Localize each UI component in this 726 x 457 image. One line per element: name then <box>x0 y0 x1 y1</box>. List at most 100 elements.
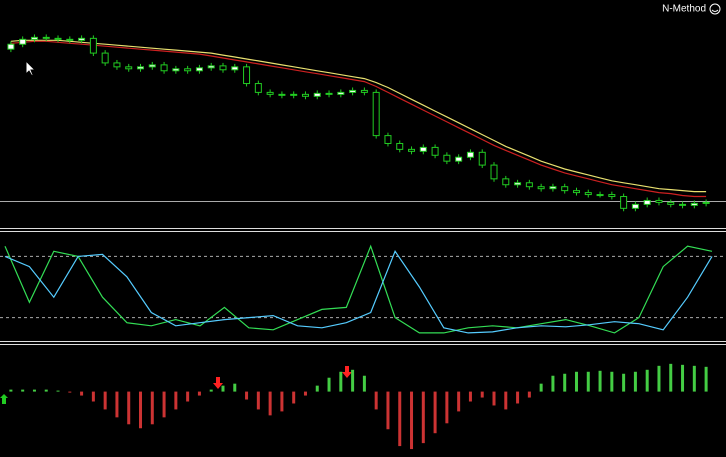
histogram-bar <box>56 390 60 392</box>
histogram-bar <box>115 391 119 418</box>
histogram-bar <box>598 370 602 392</box>
candle-body <box>254 83 262 93</box>
candle-body <box>419 146 427 152</box>
candle-body <box>7 43 15 50</box>
candle-body <box>572 190 580 194</box>
candle-body <box>455 156 463 162</box>
histogram-bar <box>80 391 84 396</box>
histogram-bar <box>315 385 319 392</box>
histogram-bar <box>410 391 414 450</box>
candle-body <box>431 146 439 156</box>
histogram-bar <box>139 391 143 429</box>
histogram-bar <box>563 373 567 392</box>
histogram-bar <box>374 391 378 410</box>
candle-body <box>690 202 698 206</box>
histogram-bar <box>551 375 555 392</box>
histogram-bar <box>197 391 201 396</box>
histogram-bar <box>480 391 484 398</box>
oscillator-line <box>4 250 713 334</box>
histogram-bar <box>516 391 520 404</box>
cursor <box>25 59 37 77</box>
candle-body <box>549 186 557 190</box>
candle-body <box>643 199 651 205</box>
candle-body <box>537 186 545 190</box>
histogram-bar <box>209 389 213 392</box>
candle-body <box>243 66 251 85</box>
candle-body <box>514 182 522 186</box>
candle-body <box>608 194 616 198</box>
histogram-bar <box>233 383 237 392</box>
candle-body <box>313 92 321 97</box>
down-arrow <box>213 377 223 389</box>
candle-body <box>278 93 286 96</box>
histogram-bar <box>610 371 614 392</box>
candle-body <box>360 89 368 93</box>
histogram-bar <box>704 366 708 392</box>
candle-body <box>266 91 274 95</box>
candle-body <box>30 36 38 40</box>
candle-body <box>101 52 109 64</box>
histogram-bar <box>280 391 284 412</box>
histogram-bar <box>527 391 531 398</box>
histogram-bar <box>492 391 496 406</box>
histogram-bar <box>539 383 543 392</box>
candle-body <box>702 201 710 204</box>
histogram-bar <box>692 365 696 392</box>
candle-body <box>490 164 498 180</box>
histogram-bar <box>433 391 437 434</box>
histogram-bar <box>327 377 331 392</box>
down-arrow <box>342 366 352 378</box>
candle-body <box>113 62 121 68</box>
candle-body <box>207 65 215 69</box>
candle-body <box>54 37 62 40</box>
histogram-bar <box>127 391 131 425</box>
candle-body <box>584 192 592 196</box>
candle-body <box>78 37 86 41</box>
candle-body <box>561 186 569 192</box>
histogram-bar <box>681 364 685 392</box>
candle-body <box>219 65 227 71</box>
candle-body <box>231 66 239 71</box>
candle-body <box>125 66 133 70</box>
histogram-bar <box>421 391 425 444</box>
histogram-bar <box>386 391 390 430</box>
candle-body <box>620 196 628 209</box>
histogram-bar <box>633 371 637 392</box>
histogram-bar <box>150 391 154 425</box>
candle-body <box>172 68 180 72</box>
histogram-bar <box>186 391 190 402</box>
histogram-bar <box>669 363 673 392</box>
candle-body <box>349 89 357 93</box>
candle-body <box>19 38 27 45</box>
histogram-bar <box>44 389 48 392</box>
histogram-bar <box>174 391 178 410</box>
histogram-bar <box>339 371 343 392</box>
histogram-bar <box>91 391 95 402</box>
histogram-bar <box>256 391 260 410</box>
candle-body <box>679 203 687 206</box>
histogram-bar <box>245 391 249 400</box>
histogram-bar <box>504 391 508 410</box>
candle-body <box>525 182 533 188</box>
candle-body <box>667 201 675 205</box>
candle-body <box>396 142 404 150</box>
histogram-bar <box>362 375 366 392</box>
candle-body <box>42 36 50 39</box>
moving-average <box>10 39 707 193</box>
candle-body <box>137 66 145 70</box>
candle-body <box>148 64 156 68</box>
histogram-bar <box>586 371 590 392</box>
candle-body <box>160 64 168 72</box>
candle-body <box>195 67 203 72</box>
smiley <box>709 3 721 15</box>
oscillator-line <box>4 244 713 334</box>
histogram-bar <box>68 391 72 393</box>
candle-body <box>337 91 345 95</box>
candle-body <box>443 154 451 162</box>
histogram-bar <box>162 391 166 418</box>
moving-average <box>10 40 707 198</box>
histogram-bar <box>457 391 461 412</box>
histogram-bar <box>468 391 472 402</box>
